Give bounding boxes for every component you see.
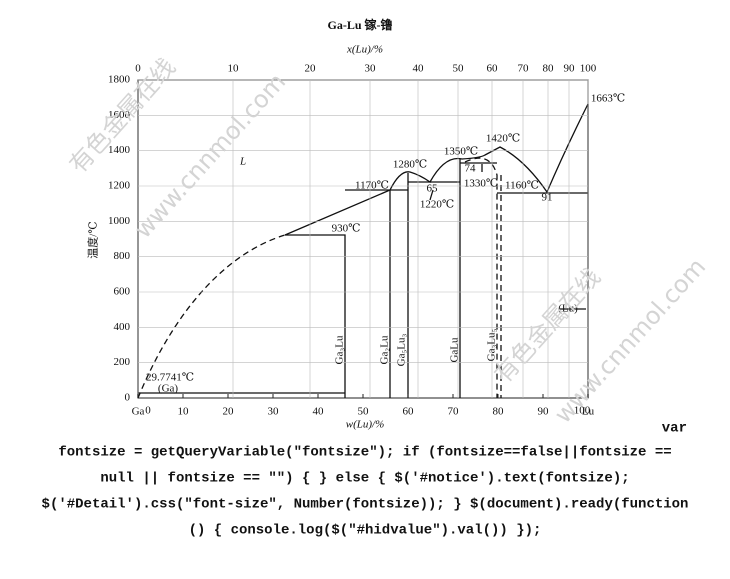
phase-diagram: Ga-Lu 镓-镥 x(Lu)/% w(Lu)/% 温度/℃ Ga Lu 0 10… bbox=[64, 17, 711, 431]
y-tick-label: 1000 bbox=[108, 215, 131, 227]
end-label: Ga bbox=[132, 406, 145, 418]
bottom-tick-label: 70 bbox=[448, 406, 460, 418]
y-tick-label: 400 bbox=[114, 321, 131, 333]
pointers bbox=[429, 164, 586, 310]
annotation: 1330℃ bbox=[464, 178, 498, 190]
bottom-tick-label: 90 bbox=[538, 406, 550, 418]
code-line: null || fontsize == "") { } else { $('#n… bbox=[100, 471, 629, 487]
title: Ga-Lu 镓-镥 bbox=[327, 17, 392, 32]
liquidus bbox=[284, 103, 589, 236]
top-tick-label: 0 bbox=[135, 63, 141, 75]
code-line: fontsize = getQueryVariable("fontsize");… bbox=[58, 445, 671, 461]
y-tick-label: 800 bbox=[114, 250, 131, 262]
phase-label: Ga₂Lu bbox=[379, 335, 391, 364]
phase-label: GaLu bbox=[449, 337, 461, 363]
top-tick-label: 30 bbox=[365, 63, 377, 75]
code-line: $('#Detail').css("font-size", Number(fon… bbox=[42, 497, 689, 513]
bottom-axis-label: w(Lu)/% bbox=[346, 419, 385, 431]
bottom-tick-label: 100 bbox=[574, 405, 591, 417]
bottom-tick-label: 80 bbox=[493, 406, 505, 418]
y-tick-label: 0 bbox=[125, 392, 131, 404]
code-line: () { console.log($("#hidvalue").val()) }… bbox=[189, 523, 542, 539]
phase-label: Ga₅Lu₃ bbox=[396, 333, 408, 366]
phase-label: Ga₃Lu₅ bbox=[486, 328, 498, 361]
annotation: 1220℃ bbox=[420, 199, 454, 211]
y-tick-label: 200 bbox=[114, 356, 131, 368]
top-tick-label: 90 bbox=[564, 63, 576, 75]
bottom-tick-label: 0 bbox=[145, 405, 151, 417]
annotation: 1663℃ bbox=[591, 93, 625, 105]
bottom-tick-label: 20 bbox=[223, 406, 235, 418]
annotation: 65 bbox=[427, 183, 439, 195]
annotation: 29.7741℃ bbox=[146, 372, 194, 384]
top-tick-label: 10 bbox=[228, 63, 240, 75]
annotation: 1170℃ bbox=[355, 180, 389, 192]
y-axis-label: 温度/℃ bbox=[86, 221, 100, 258]
annotation: 1160℃ bbox=[505, 180, 539, 192]
bottom-tick-label: 10 bbox=[178, 406, 190, 418]
dome-dashed bbox=[464, 157, 502, 398]
annotation: 91 bbox=[542, 192, 553, 204]
annotation: 1350℃ bbox=[444, 146, 478, 158]
top-tick-label: 50 bbox=[453, 63, 465, 75]
y-tick-label: 1200 bbox=[108, 180, 131, 192]
bottom-tick-label: 60 bbox=[403, 406, 415, 418]
y-tick-label: 1800 bbox=[108, 74, 131, 86]
top-tick-label: 40 bbox=[413, 63, 425, 75]
code-line: var bbox=[662, 421, 687, 437]
y-tick-label: 1400 bbox=[108, 144, 131, 156]
bottom-tick-label: 30 bbox=[268, 406, 280, 418]
top-tick-label: 100 bbox=[580, 63, 597, 75]
end-label: Lu bbox=[582, 406, 595, 418]
bottom-tick-label: 50 bbox=[358, 406, 370, 418]
liquidus-dashed bbox=[137, 234, 286, 399]
annotation: 1280℃ bbox=[393, 159, 427, 171]
y-tick-label: 1600 bbox=[108, 109, 131, 121]
bottom-tick-label: 40 bbox=[313, 406, 325, 418]
top-axis-label: x(Lu)/% bbox=[346, 44, 383, 56]
top-tick-label: 60 bbox=[487, 63, 499, 75]
watermark: 有色金属在线 bbox=[64, 53, 181, 179]
top-tick-label: 20 bbox=[305, 63, 317, 75]
annotation: 74 bbox=[465, 163, 477, 175]
annotation: 930℃ bbox=[332, 223, 361, 235]
annotation: (Ga) bbox=[158, 383, 178, 395]
y-tick-label: 600 bbox=[114, 286, 131, 298]
top-tick-label: 80 bbox=[543, 63, 555, 75]
phase-label: Ga₃Lu bbox=[334, 335, 346, 364]
annotation: L bbox=[239, 156, 246, 168]
annotation: 1420℃ bbox=[486, 133, 520, 145]
annotation: (Lu) bbox=[558, 303, 578, 315]
top-tick-label: 70 bbox=[518, 63, 530, 75]
